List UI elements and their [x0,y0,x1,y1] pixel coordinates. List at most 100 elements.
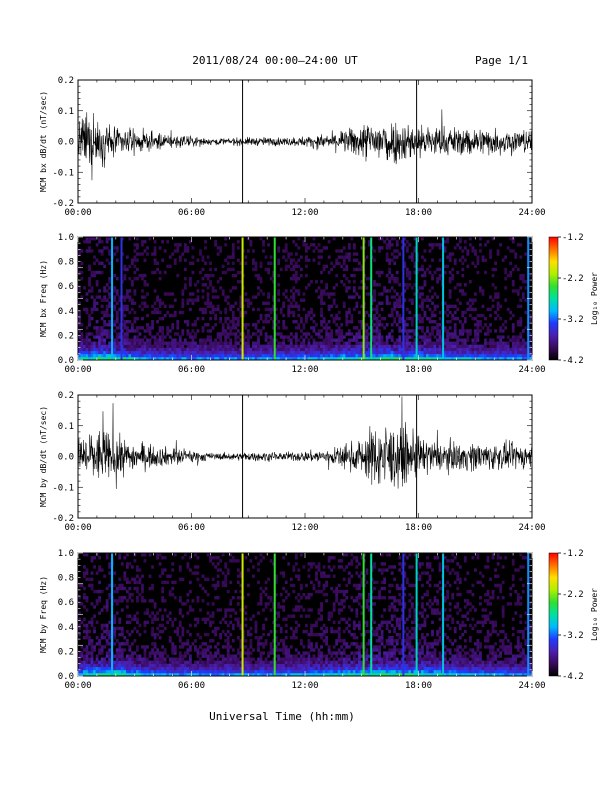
spectrogram-cell [403,347,407,352]
spectrogram-cell [231,559,235,563]
spectrogram-cell [239,589,243,594]
spectrogram-cell [340,353,344,358]
spectrogram-cell [443,350,447,355]
spectrogram-cell [408,273,412,278]
x-tick-label: 24:00 [518,208,545,218]
spectrogram-cell [128,237,132,241]
spectrogram-cell [231,666,235,671]
spectrogram-cell [93,672,96,677]
spectrogram-cell [484,356,487,361]
spectrogram-cell [320,335,323,339]
spectrogram-cell [204,589,207,594]
spectrogram-cell [448,353,452,358]
spectrogram-cell [385,258,389,262]
spectrogram-cell [342,592,346,597]
spectrogram-cell [168,341,172,345]
spectrogram-cell [388,243,392,247]
spectrogram-cell [136,654,139,658]
spectrogram-cell [395,304,399,309]
spectrogram-cell [262,672,265,677]
spectrogram-cell [332,663,336,668]
spectrogram-cell [479,320,482,324]
spectrogram-cell [113,669,117,674]
spectrogram-cell [279,592,283,597]
spectrogram-cell [423,270,427,275]
spectrogram-cell [292,350,296,355]
spectrogram-cell [78,651,81,655]
spectrogram-cell [373,323,376,327]
spectrogram-cell [234,335,238,339]
spectrogram-cell [274,344,278,349]
spectrogram-cell [468,280,472,284]
spectrogram-cell [156,307,160,312]
spectrogram-cell [93,565,96,569]
spectrogram-cell [85,577,89,581]
spectrogram-cell [320,651,323,655]
spectrogram-cell [216,356,220,361]
spectrogram-cell [499,326,503,330]
spectrogram-cell [504,347,508,352]
spectrogram-cell [438,243,442,247]
spectrogram-cell [476,313,480,318]
spectrogram-cell [294,344,298,349]
spectrogram-cell [146,666,149,671]
spectrogram-cell [352,295,356,299]
spectrogram-cell [352,335,356,339]
spectrogram-cell [229,329,233,333]
spectrogram-cell [476,350,480,355]
spectrogram-cell [95,599,99,603]
spectrogram-cell [456,353,460,358]
spectrogram-cell [320,645,323,649]
spectrogram-cell [297,574,301,578]
spectrogram-cell [196,617,200,621]
spectrogram-cell [136,243,139,247]
spectrogram-cell [322,666,326,671]
spectrogram-cell [400,304,404,309]
spectrogram-cell [206,338,210,342]
spectrogram-cell [224,356,228,361]
spectrogram-cell [284,264,288,269]
spectrogram-cell [100,304,104,309]
spectrogram-cell [113,672,117,677]
spectrogram-cell [267,660,270,665]
spectrogram-cell [494,286,497,290]
spectrogram-cell [168,347,172,352]
spectrogram-cell [327,332,331,336]
spectrogram-cell [146,660,149,665]
spectrogram-cell [446,350,450,355]
spectrogram-cell [199,350,202,355]
spectrogram-cell [421,237,424,241]
spectrogram-cell [385,252,389,256]
spectrogram-cell [516,338,520,342]
spectrogram-cell [88,276,91,281]
spectrogram-cell [357,347,361,352]
spectrogram-cell [385,356,389,361]
spectrogram-cell [194,283,197,287]
spectrogram-cell [166,326,170,330]
spectrogram-cell [191,255,195,259]
spectrogram-cell [236,648,240,652]
spectrogram-cell [297,338,301,342]
spectrogram-cell [476,329,480,333]
spectral-spike-8 [415,237,418,360]
y-tick-label: 0.2 [58,76,74,86]
spectrogram-cell [194,571,197,575]
spectrogram-cell [173,663,177,668]
spectrogram-cell [380,246,384,250]
spectrogram-cell [100,316,104,321]
spectrogram-cell [191,301,195,305]
spectrogram-cell [143,273,147,278]
spectrogram-cell [95,270,99,275]
spectrogram-cell [368,276,371,281]
spectrogram-cell [360,323,364,327]
spectrogram-cell [105,237,109,241]
spectrogram-cell [433,307,437,312]
spectrogram-cell [299,255,303,259]
spectrogram-cell [491,267,495,272]
spectrogram-cell [120,586,124,591]
spectrogram-cell [161,556,165,560]
spectrogram-cell [98,237,101,241]
spectrogram-cell [100,270,104,275]
spectrogram-cell [277,289,281,293]
spectrogram-cell [231,249,235,253]
